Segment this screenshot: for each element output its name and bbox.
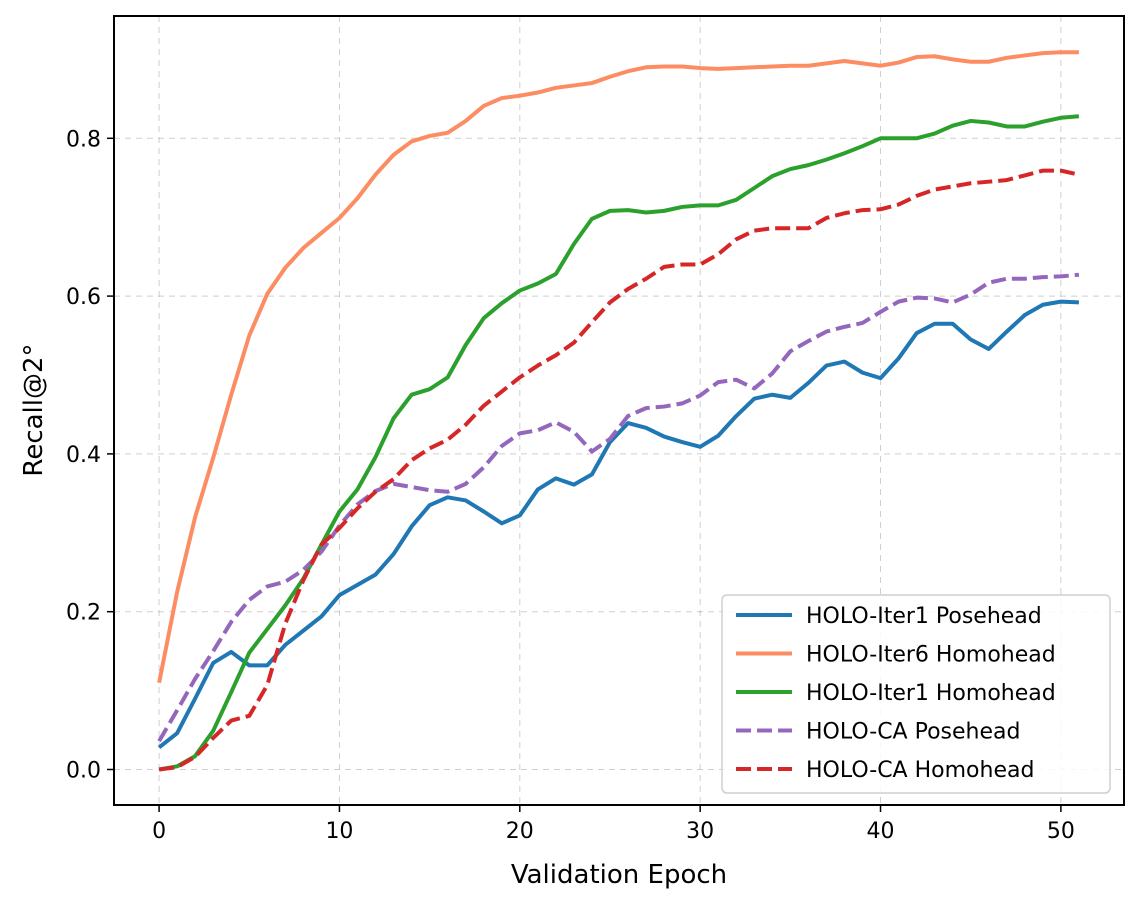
legend-label: HOLO-Iter6 Homohead: [806, 643, 1056, 668]
legend: HOLO-Iter1 Posehead HOLO-Iter6 Homohead HO…: [721, 594, 1111, 794]
y-tick-label: 0.0: [66, 758, 101, 783]
legend-label: HOLO-CA Homohead: [806, 758, 1034, 783]
series-line-holo-iter6-homohead: [157, 50, 1079, 684]
y-tick-label: 0.6: [66, 285, 101, 310]
series-line-holo-iter1-posehead: [157, 299, 1079, 749]
legend-label: HOLO-Iter1 Posehead: [806, 604, 1042, 629]
plot-area-frame: [113, 15, 1125, 806]
x-tick-label: 50: [1047, 819, 1075, 844]
legend-label: HOLO-Iter1 Homohead: [806, 681, 1056, 706]
x-tick-label: 20: [506, 819, 534, 844]
x-tick-label: 10: [325, 819, 353, 844]
series-line-holo-ca-homohead: [158, 168, 1080, 772]
series-lines: [157, 50, 1080, 772]
x-tick-label: 0: [152, 819, 166, 844]
y-tick-label: 0.2: [66, 601, 101, 626]
axis-ticks: 0 10 20 30 40 50 0.0 0.2 0.4 0.6 0.8: [66, 127, 1075, 844]
x-tick-label: 30: [686, 819, 714, 844]
x-tick-label: 40: [867, 819, 895, 844]
y-tick-label: 0.8: [66, 127, 101, 152]
y-tick-label: 0.4: [66, 443, 101, 468]
legend-label: HOLO-CA Posehead: [806, 720, 1020, 745]
x-axis-label: Validation Epoch: [511, 860, 727, 890]
legend-box: [721, 594, 1111, 794]
y-axis-label: Recall@2°: [19, 343, 49, 476]
